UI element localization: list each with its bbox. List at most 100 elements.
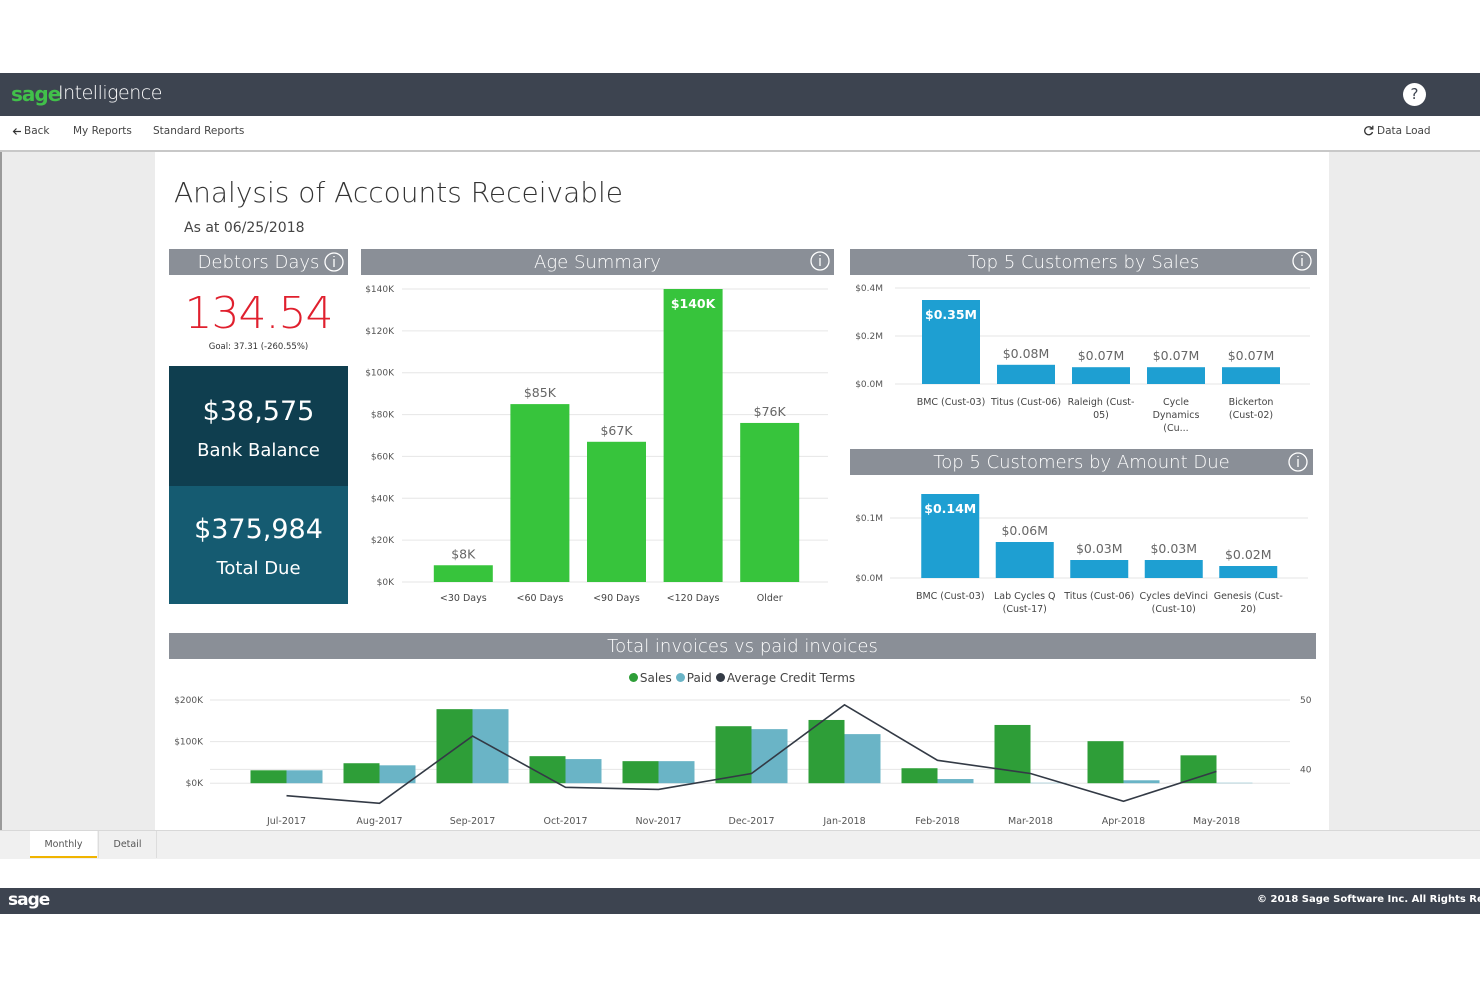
bar	[1123, 780, 1160, 784]
y-tick-label: $80K	[371, 411, 395, 421]
section-title: Debtors Days	[197, 252, 320, 273]
x-tick-label: <60 Days	[516, 593, 564, 604]
bar	[1222, 367, 1280, 384]
kpi-card: $375,984 Total Due	[169, 486, 348, 604]
product-name: Intelligence	[58, 82, 162, 104]
copyright: © 2018 Sage Software Inc. All Rights Res…	[1257, 894, 1480, 905]
info-icon[interactable]	[1292, 251, 1312, 271]
footer: sage © 2018 Sage Software Inc. All Right…	[0, 888, 1480, 914]
standard-reports-link[interactable]: Standard Reports	[153, 125, 245, 137]
section-header: Total invoices vs paid invoices	[169, 633, 1316, 659]
section-header: Age Summary	[361, 249, 834, 275]
x-tick-label: Jul-2017	[266, 816, 306, 827]
legend-swatch	[675, 673, 685, 682]
kpi-label: Bank Balance	[197, 440, 320, 461]
legend-swatch	[715, 673, 725, 682]
bar	[1180, 755, 1217, 784]
bar	[250, 770, 287, 784]
bar	[995, 542, 1054, 578]
data-label: $0.03M	[1076, 541, 1123, 556]
y-tick-label: $0.4M	[855, 284, 883, 294]
bar	[1219, 566, 1278, 578]
x-tick-label: Older	[756, 593, 783, 604]
footer-logo: sage	[8, 890, 50, 910]
legend-label[interactable]: Paid	[686, 671, 712, 685]
bar	[901, 768, 938, 784]
x-tick-label: Jan-2018	[822, 816, 865, 827]
bar	[1072, 367, 1130, 384]
nav-bar	[0, 117, 1480, 152]
info-icons	[324, 251, 1312, 472]
refresh-icon	[1364, 125, 1374, 136]
y-tick-label: $60K	[371, 452, 395, 462]
data-label: $0.07M	[1153, 348, 1200, 363]
data-label: $0.14M	[924, 501, 976, 516]
tab-bar	[0, 830, 1480, 859]
data-label: $0.06M	[1001, 523, 1048, 538]
kpi-goal: Goal: 37.31 (-260.55%)	[208, 342, 309, 352]
x-tick-label: Genesis (Cust-20)	[1213, 591, 1283, 615]
bar	[844, 734, 881, 784]
section-header: Top 5 Customers by Amount Due	[850, 449, 1313, 475]
data-label: $76K	[754, 404, 787, 419]
bar	[994, 724, 1031, 784]
data-label: $0.03M	[1150, 541, 1197, 556]
section-title: Total invoices vs paid invoices	[607, 636, 878, 657]
bar	[529, 756, 566, 784]
y-tick-label: $0K	[186, 779, 204, 789]
data-load-button[interactable]: Data Load	[1377, 125, 1431, 137]
bar	[1070, 560, 1129, 578]
x-tick-label: Feb-2018	[915, 816, 959, 827]
data-label: $0.07M	[1228, 348, 1275, 363]
bar	[510, 404, 570, 582]
bar	[715, 726, 752, 784]
x-tick-label: Titus (Cust-06)	[1064, 591, 1135, 602]
bar	[587, 441, 646, 582]
bar	[343, 763, 380, 784]
bar	[433, 565, 493, 582]
y-tick-label: $0.0M	[855, 380, 883, 390]
x-tick-label: Cycles deVinci (Cust-10)	[1139, 591, 1209, 615]
bar	[937, 779, 974, 784]
app-header: sage Intelligence ?	[0, 73, 1480, 116]
tab[interactable]: Detail	[98, 831, 157, 858]
x-tick-label: <120 Days	[666, 593, 720, 604]
bar	[565, 759, 602, 784]
info-icon[interactable]	[1288, 452, 1308, 472]
data-label: $0.07M	[1078, 348, 1125, 363]
data-label: $8K	[451, 546, 476, 561]
legend-label[interactable]: Sales	[639, 671, 672, 685]
tab[interactable]: Monthly	[30, 831, 97, 858]
back-link[interactable]: Back	[24, 125, 50, 137]
data-label: $0.35M	[925, 307, 977, 322]
y-tick-label: $0K	[377, 578, 395, 588]
x-tick-label: BMC (Cust-03)	[916, 397, 986, 408]
bar	[663, 289, 723, 582]
bar	[922, 300, 980, 384]
my-reports-link[interactable]: My Reports	[73, 125, 132, 137]
bar	[658, 761, 695, 784]
y-tick-label: 50	[1300, 696, 1312, 706]
data-label: $67K	[600, 423, 633, 438]
info-icon[interactable]	[810, 251, 830, 271]
x-tick-label: Mar-2018	[1008, 816, 1053, 827]
section-header: Debtors Days	[169, 249, 348, 275]
legend-swatch	[628, 673, 638, 682]
kpi-value: $38,575	[202, 396, 315, 427]
y-tick-label: $100K	[365, 369, 395, 379]
y-tick-label: $20K	[371, 536, 395, 546]
y-tick-label: $200K	[174, 696, 204, 706]
bar	[1144, 560, 1203, 578]
kpi-label: Total Due	[216, 558, 301, 579]
report-subtitle: As at 06/25/2018	[184, 220, 305, 236]
data-label: $0.02M	[1225, 547, 1272, 562]
kpi-value: $375,984	[194, 514, 323, 545]
x-tick-label: BMC (Cust-03)	[915, 591, 985, 602]
x-tick-label: Nov-2017	[636, 816, 682, 827]
help-button[interactable]: ?	[1403, 83, 1426, 106]
x-tick-label: Cycle Dynamics (Cu...	[1152, 397, 1200, 434]
legend-label[interactable]: Average Credit Terms	[726, 671, 856, 685]
kpi-card: $38,575 Bank Balance	[169, 366, 348, 486]
info-icon[interactable]	[324, 252, 344, 272]
